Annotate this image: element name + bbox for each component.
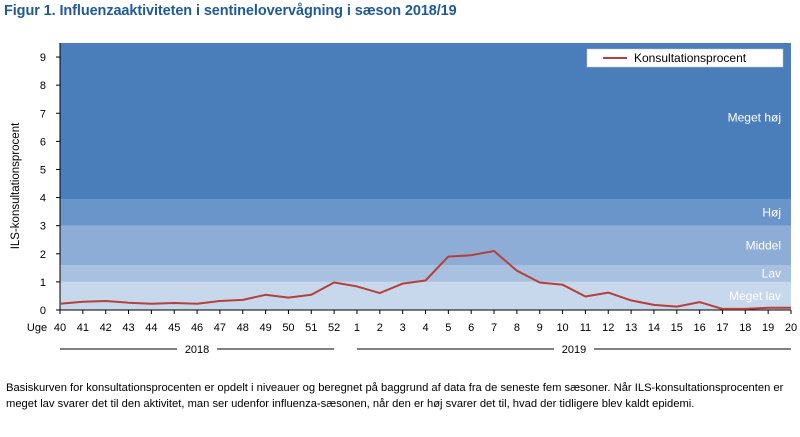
x-tick-label: 2 <box>377 322 383 334</box>
x-tick-label: 9 <box>537 322 543 334</box>
x-tick-label: 48 <box>237 322 249 334</box>
y-tick-label: 6 <box>40 136 46 148</box>
y-axis-label: ILS-konsultationsprocent <box>10 122 22 249</box>
x-tick-label: 19 <box>762 322 774 334</box>
x-tick-label: 44 <box>145 322 157 334</box>
x-tick-label: 46 <box>191 322 203 334</box>
x-tick-label: 49 <box>259 322 271 334</box>
x-tick-label: 16 <box>694 322 706 334</box>
band-label-3: Høj <box>762 205 781 219</box>
x-tick-label: 3 <box>400 322 406 334</box>
figure-caption: Basiskurven for konsultationsprocenten e… <box>6 382 784 410</box>
x-tick-label: 4 <box>422 322 428 334</box>
x-tick-label: 1 <box>354 322 360 334</box>
x-axis-label: Uge <box>27 322 47 334</box>
x-tick-label: 15 <box>671 322 683 334</box>
legend: Konsultationsprocent <box>586 48 784 68</box>
year-group-label: 2018 <box>185 344 209 356</box>
x-tick-label: 20 <box>785 322 797 334</box>
x-tick-label: 51 <box>305 322 317 334</box>
x-tick-label: 41 <box>77 322 89 334</box>
band-labels: Meget lav Lav Middel Høj Meget høj <box>728 111 781 303</box>
y-tick-label: 9 <box>40 52 46 64</box>
x-tick-label: 50 <box>282 322 294 334</box>
x-tick-label: 8 <box>514 322 520 334</box>
x-tick-label: 13 <box>625 322 637 334</box>
legend-label: Konsultationsprocent <box>634 51 747 65</box>
band-2 <box>60 225 791 266</box>
x-tick-label: 52 <box>328 322 340 334</box>
band-label-2: Middel <box>746 238 781 252</box>
x-tick-label: 17 <box>716 322 728 334</box>
x-tick-label: 47 <box>214 322 226 334</box>
series-layer <box>59 250 792 310</box>
x-tick-label: 42 <box>100 322 112 334</box>
y-tick-label: 7 <box>40 108 46 120</box>
x-tick-label: 45 <box>168 322 180 334</box>
year-label-bg <box>177 342 218 356</box>
band-label-4: Meget høj <box>728 111 781 125</box>
band-label-0: Meget lav <box>729 289 781 303</box>
x-tick-label: 11 <box>580 322 591 334</box>
y-tick-label: 3 <box>40 221 46 233</box>
x-tick-label: 12 <box>602 322 614 334</box>
x-tick-label: 6 <box>468 322 474 334</box>
x-tick-label: 14 <box>648 322 660 334</box>
y-tick-label: 1 <box>40 277 46 289</box>
band-label-1: Lav <box>762 266 781 280</box>
y-tick-label: 5 <box>40 164 46 176</box>
y-tick-label: 2 <box>40 249 46 261</box>
legend-box <box>586 48 784 68</box>
figure-title: Figur 1. Influenzaaktiviteten i sentinel… <box>4 3 457 19</box>
year-group-label: 2019 <box>562 344 586 356</box>
x-tick-label: 10 <box>556 322 568 334</box>
y-tick-label: 8 <box>40 80 46 92</box>
year-label-bg <box>553 342 594 356</box>
band-3 <box>60 198 791 226</box>
x-tick-label: 7 <box>491 322 497 334</box>
x-tick-label: 5 <box>445 322 451 334</box>
x-tick-label: 40 <box>54 322 66 334</box>
activity-bands <box>60 43 791 310</box>
x-tick-label: 43 <box>122 322 134 334</box>
band-4 <box>60 43 791 199</box>
y-tick-label: 4 <box>40 193 46 205</box>
y-tick-label: 0 <box>40 305 46 317</box>
x-tick-label: 18 <box>739 322 751 334</box>
band-1 <box>60 265 791 282</box>
